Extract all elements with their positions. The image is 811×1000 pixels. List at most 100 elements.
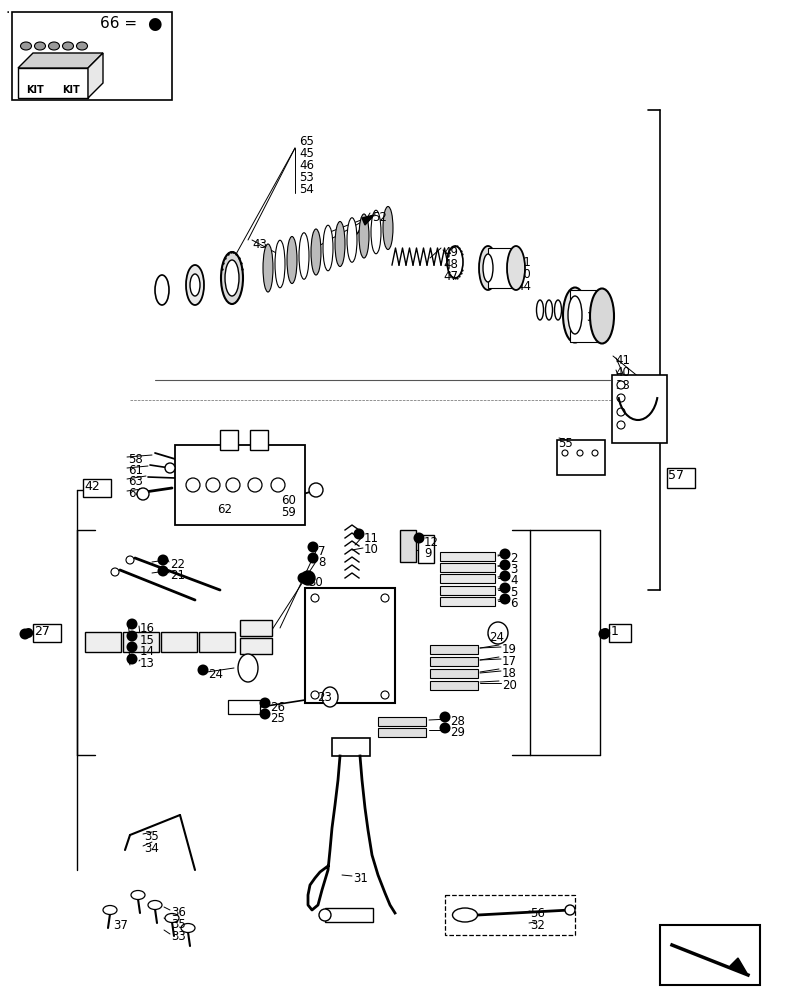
Circle shape: [577, 450, 582, 456]
Text: 33: 33: [171, 930, 186, 943]
Ellipse shape: [298, 233, 309, 279]
Ellipse shape: [319, 909, 331, 921]
Circle shape: [380, 594, 388, 602]
Ellipse shape: [275, 240, 285, 288]
Text: 49: 49: [443, 246, 457, 259]
Circle shape: [127, 631, 137, 642]
Text: 21: 21: [169, 569, 185, 582]
Circle shape: [439, 712, 450, 722]
Bar: [175, 445, 305, 525]
Text: 63: 63: [128, 475, 143, 488]
Bar: [666, 468, 694, 488]
Polygon shape: [18, 53, 103, 68]
Text: 10: 10: [363, 543, 379, 556]
Text: 60: 60: [281, 494, 295, 507]
Bar: [440, 574, 495, 583]
Text: 35: 35: [171, 918, 186, 931]
Circle shape: [137, 488, 148, 500]
Text: 62: 62: [217, 503, 232, 516]
Bar: [440, 597, 495, 606]
Bar: [378, 717, 426, 726]
Text: 5: 5: [509, 586, 517, 599]
Text: 61: 61: [128, 464, 143, 477]
Text: ·: ·: [6, 6, 11, 20]
Circle shape: [499, 560, 510, 570]
Text: 15: 15: [139, 634, 155, 647]
Bar: [305, 588, 394, 703]
Bar: [430, 657, 478, 666]
Text: 65: 65: [298, 135, 314, 148]
Ellipse shape: [483, 254, 492, 282]
Polygon shape: [362, 215, 374, 225]
Circle shape: [197, 664, 208, 676]
Ellipse shape: [286, 236, 297, 284]
Text: ●: ●: [22, 625, 32, 638]
Bar: [33, 624, 61, 642]
Text: 27: 27: [34, 625, 49, 638]
Ellipse shape: [335, 222, 345, 266]
Text: 47: 47: [443, 270, 457, 283]
Ellipse shape: [371, 210, 380, 254]
Bar: [378, 728, 426, 737]
Ellipse shape: [225, 260, 238, 296]
Bar: [430, 645, 478, 654]
Bar: [85, 632, 121, 652]
Ellipse shape: [34, 42, 45, 50]
Circle shape: [380, 691, 388, 699]
Text: 35: 35: [144, 830, 159, 843]
Ellipse shape: [238, 654, 258, 682]
Text: 50: 50: [515, 268, 530, 281]
Bar: [332, 738, 370, 756]
Text: 40: 40: [614, 366, 629, 379]
Text: KIT: KIT: [26, 85, 44, 95]
Bar: [12, 12, 172, 100]
Polygon shape: [88, 53, 103, 98]
Circle shape: [499, 570, 510, 582]
Circle shape: [126, 556, 134, 564]
Text: 4: 4: [509, 574, 517, 587]
Ellipse shape: [103, 905, 117, 914]
Text: 2: 2: [509, 552, 517, 565]
Text: 9: 9: [423, 547, 431, 560]
Text: 36: 36: [171, 906, 186, 919]
Circle shape: [127, 642, 137, 652]
Text: 23: 23: [316, 691, 332, 704]
Circle shape: [127, 654, 137, 664]
Text: 52: 52: [371, 211, 386, 224]
Ellipse shape: [76, 42, 88, 50]
Ellipse shape: [590, 288, 613, 344]
Text: 41: 41: [614, 354, 629, 367]
Text: KIT: KIT: [62, 85, 79, 95]
Circle shape: [260, 698, 270, 708]
Bar: [122, 632, 159, 652]
Text: 22: 22: [169, 558, 185, 571]
Text: 24: 24: [208, 668, 223, 681]
Bar: [569, 290, 604, 342]
Bar: [418, 535, 433, 563]
Bar: [440, 563, 495, 572]
Ellipse shape: [323, 225, 333, 271]
Polygon shape: [18, 68, 88, 98]
Text: 58: 58: [128, 453, 143, 466]
Ellipse shape: [322, 687, 337, 707]
Bar: [199, 632, 234, 652]
Text: 6: 6: [509, 597, 517, 610]
Text: 25: 25: [270, 712, 285, 725]
Bar: [440, 586, 495, 595]
Text: 39: 39: [586, 311, 600, 324]
Text: 16: 16: [139, 622, 155, 635]
Ellipse shape: [186, 265, 204, 305]
Circle shape: [413, 532, 424, 544]
Circle shape: [225, 478, 240, 492]
Text: 14: 14: [139, 645, 155, 658]
Ellipse shape: [346, 218, 357, 262]
Text: 56: 56: [530, 907, 544, 920]
Bar: [444, 895, 574, 935]
Bar: [228, 700, 260, 714]
Bar: [240, 620, 272, 636]
Ellipse shape: [383, 207, 393, 249]
Ellipse shape: [155, 275, 169, 305]
Ellipse shape: [358, 214, 368, 258]
Text: 44: 44: [515, 280, 530, 293]
Text: 30: 30: [307, 576, 322, 589]
